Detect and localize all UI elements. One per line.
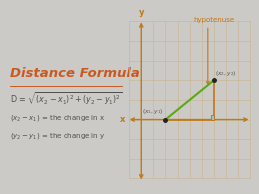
Text: Distance Formula: Distance Formula	[10, 67, 140, 80]
Text: $(x_2, y_2)$: $(x_2, y_2)$	[215, 69, 237, 78]
Text: D = $\sqrt{(x_2 - x_1)^2 + (y_2 - y_1)^2}$: D = $\sqrt{(x_2 - x_1)^2 + (y_2 - y_1)^2…	[10, 90, 123, 108]
Bar	[211, 115, 214, 120]
Text: $(y_2 - y_1)$ = the change in y: $(y_2 - y_1)$ = the change in y	[10, 131, 106, 141]
Text: hypotenuse: hypotenuse	[193, 17, 234, 23]
Text: y: y	[139, 8, 144, 16]
Text: $(x_2 - x_1)$ = the change in x: $(x_2 - x_1)$ = the change in x	[10, 113, 106, 123]
Text: x: x	[120, 115, 126, 124]
Text: $(x_1, y_1)$: $(x_1, y_1)$	[142, 107, 164, 116]
